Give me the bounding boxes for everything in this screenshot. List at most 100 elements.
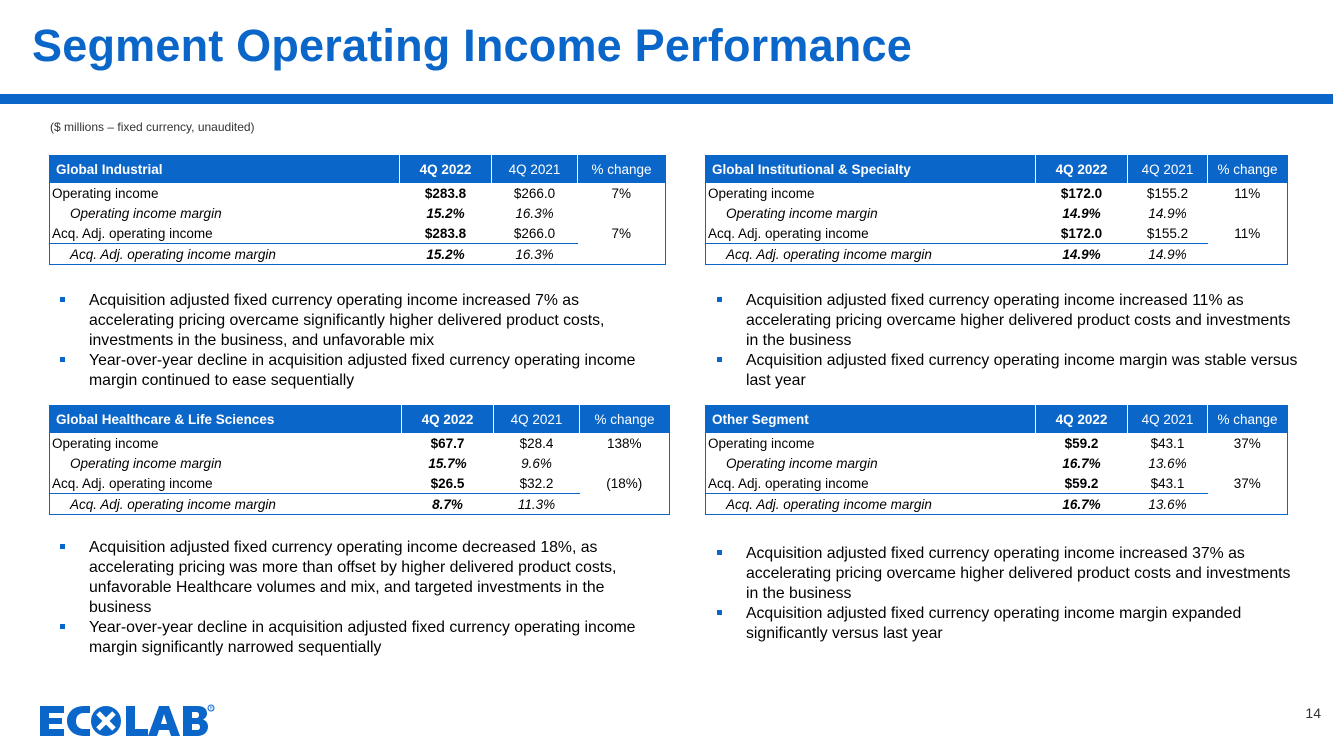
row-label: Operating income margin bbox=[726, 205, 878, 221]
current-value: $59.2 bbox=[1064, 435, 1099, 451]
segment-table-global-industrial: Global Industrial 4Q 2022 4Q 2021 % chan… bbox=[49, 155, 666, 265]
row-label: Acq. Adj. operating income bbox=[52, 475, 213, 491]
segment-table-other-segment: Other Segment 4Q 2022 4Q 2021 % change O… bbox=[705, 405, 1288, 515]
header-current-quarter: 4Q 2022 bbox=[401, 405, 494, 433]
bullet-item: Acquisition adjusted fixed currency oper… bbox=[57, 538, 657, 618]
row-label: Acq. Adj. operating income margin bbox=[49, 493, 402, 515]
percent-change: 11% bbox=[1234, 225, 1261, 241]
prior-value: 14.9% bbox=[1148, 205, 1187, 221]
prior-value: 13.6% bbox=[1127, 493, 1208, 515]
ecolab-logo: R bbox=[40, 704, 215, 736]
current-value: 15.7% bbox=[428, 455, 467, 471]
prior-value: 16.3% bbox=[515, 205, 554, 221]
bullet-item: Acquisition adjusted fixed currency oper… bbox=[714, 291, 1304, 351]
current-value: $59.2 bbox=[1064, 475, 1099, 491]
header-prior-quarter: 4Q 2021 bbox=[491, 155, 578, 183]
percent-change bbox=[1208, 244, 1288, 265]
row-label: Operating income margin bbox=[726, 455, 878, 471]
prior-value: $28.4 bbox=[519, 435, 554, 451]
segment-name: Other Segment bbox=[705, 405, 1036, 433]
bullet-list-global-healthcare-life-sciences: Acquisition adjusted fixed currency oper… bbox=[57, 538, 657, 658]
table-row: Operating income margin 15.7% 9.6% bbox=[50, 453, 670, 473]
page-number: 14 bbox=[1305, 705, 1321, 721]
bullet-text: Acquisition adjusted fixed currency oper… bbox=[746, 545, 1291, 602]
prior-value: $43.1 bbox=[1150, 435, 1185, 451]
prior-value: $155.2 bbox=[1146, 185, 1189, 201]
segment-name: Global Industrial bbox=[49, 155, 400, 183]
row-label: Acq. Adj. operating income bbox=[708, 225, 869, 241]
bullet-text: Acquisition adjusted fixed currency oper… bbox=[746, 352, 1298, 389]
prior-value: 14.9% bbox=[1127, 243, 1208, 265]
prior-value: 16.3% bbox=[491, 243, 578, 265]
bullet-square-icon bbox=[60, 297, 65, 302]
row-label: Acq. Adj. operating income bbox=[52, 225, 213, 241]
percent-change bbox=[580, 494, 670, 515]
current-value: $283.8 bbox=[424, 225, 467, 241]
segment-table-global-healthcare-life-sciences: Global Healthcare & Life Sciences 4Q 202… bbox=[49, 405, 670, 515]
current-value: 14.9% bbox=[1035, 243, 1128, 265]
table-row: Operating income margin 14.9% 14.9% bbox=[706, 203, 1288, 223]
prior-value: 9.6% bbox=[521, 455, 552, 471]
table-header-row: Other Segment 4Q 2022 4Q 2021 % change bbox=[705, 405, 1288, 433]
current-value: $172.0 bbox=[1060, 225, 1103, 241]
header-current-quarter: 4Q 2022 bbox=[1035, 155, 1128, 183]
bullet-square-icon bbox=[60, 544, 65, 549]
bullet-item: Acquisition adjusted fixed currency oper… bbox=[714, 604, 1304, 644]
prior-value: $32.2 bbox=[519, 475, 554, 491]
percent-change: 7% bbox=[611, 185, 631, 201]
row-label: Operating income margin bbox=[70, 455, 222, 471]
row-label: Operating income bbox=[708, 185, 815, 201]
header-prior-quarter: 4Q 2021 bbox=[493, 405, 580, 433]
percent-change: 37% bbox=[1233, 435, 1261, 451]
bullet-item: Year-over-year decline in acquisition ad… bbox=[57, 618, 657, 658]
segment-name: Global Institutional & Specialty bbox=[705, 155, 1036, 183]
bullet-square-icon bbox=[717, 610, 722, 615]
percent-change bbox=[578, 203, 666, 223]
table-row: Acq. Adj. operating income margin 14.9% … bbox=[705, 243, 1288, 265]
row-label: Acq. Adj. operating income margin bbox=[705, 493, 1036, 515]
table-row: Acq. Adj. operating income margin 15.2% … bbox=[49, 243, 666, 265]
bullet-item: Acquisition adjusted fixed currency oper… bbox=[714, 351, 1304, 391]
current-value: 16.7% bbox=[1035, 493, 1128, 515]
current-value: 15.2% bbox=[426, 205, 465, 221]
table-row: Operating income $59.2 $43.1 37% bbox=[706, 433, 1288, 453]
current-value: 14.9% bbox=[1062, 205, 1101, 221]
header-percent-change: % change bbox=[1207, 405, 1288, 433]
header-current-quarter: 4Q 2022 bbox=[399, 155, 492, 183]
percent-change bbox=[1208, 203, 1288, 223]
bullet-text: Acquisition adjusted fixed currency oper… bbox=[89, 539, 617, 616]
percent-change bbox=[580, 453, 670, 473]
prior-value: $266.0 bbox=[513, 185, 556, 201]
title-divider bbox=[0, 94, 1333, 104]
percent-change: 7% bbox=[611, 225, 631, 241]
row-label: Acq. Adj. operating income bbox=[708, 475, 869, 491]
header-prior-quarter: 4Q 2021 bbox=[1127, 405, 1208, 433]
segment-name: Global Healthcare & Life Sciences bbox=[49, 405, 402, 433]
segment-table-global-institutional-specialty: Global Institutional & Specialty 4Q 2022… bbox=[705, 155, 1288, 265]
page-title: Segment Operating Income Performance bbox=[32, 20, 912, 71]
bullet-square-icon bbox=[717, 550, 722, 555]
table-header-row: Global Healthcare & Life Sciences 4Q 202… bbox=[49, 405, 670, 433]
bullet-text: Year-over-year decline in acquisition ad… bbox=[89, 352, 636, 389]
table-row: Acq. Adj. operating income $26.5 $32.2 (… bbox=[50, 473, 670, 494]
bullet-square-icon bbox=[717, 297, 722, 302]
row-label: Acq. Adj. operating income margin bbox=[49, 243, 400, 265]
percent-change: 138% bbox=[606, 435, 642, 451]
row-label: Operating income margin bbox=[70, 205, 222, 221]
percent-change bbox=[1208, 453, 1288, 473]
bullet-square-icon bbox=[60, 624, 65, 629]
prior-value: $43.1 bbox=[1150, 475, 1185, 491]
current-value: 15.2% bbox=[399, 243, 492, 265]
prior-value: 11.3% bbox=[493, 493, 580, 515]
table-row: Acq. Adj. operating income margin 8.7% 1… bbox=[49, 493, 670, 515]
current-value: $172.0 bbox=[1060, 185, 1103, 201]
percent-change bbox=[1208, 494, 1288, 515]
current-value: 8.7% bbox=[401, 493, 494, 515]
bullet-text: Acquisition adjusted fixed currency oper… bbox=[746, 605, 1242, 642]
units-note: ($ millions – fixed currency, unaudited) bbox=[50, 120, 255, 134]
header-current-quarter: 4Q 2022 bbox=[1035, 405, 1128, 433]
bullet-item: Year-over-year decline in acquisition ad… bbox=[57, 351, 657, 391]
percent-change bbox=[578, 244, 666, 265]
bullet-text: Acquisition adjusted fixed currency oper… bbox=[746, 292, 1291, 349]
table-row: Operating income $283.8 $266.0 7% bbox=[50, 183, 666, 203]
